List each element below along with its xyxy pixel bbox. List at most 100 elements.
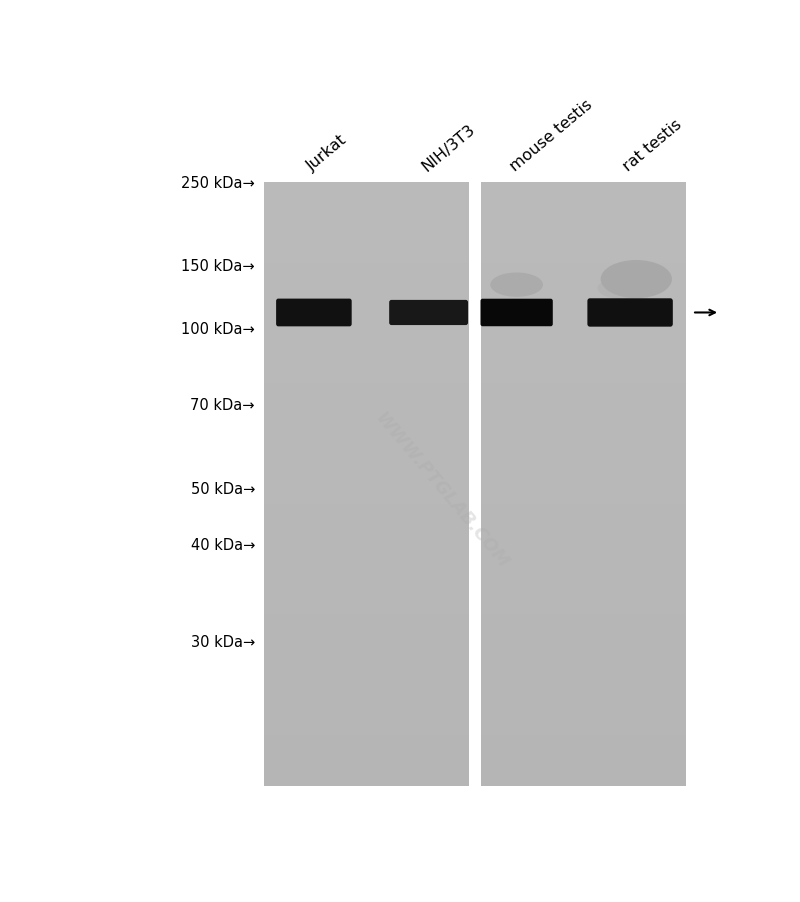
Bar xyxy=(264,474,469,485)
Bar xyxy=(264,294,469,304)
Bar xyxy=(264,705,469,716)
Ellipse shape xyxy=(490,273,543,298)
Bar xyxy=(482,384,686,395)
Bar xyxy=(482,465,686,475)
Bar xyxy=(482,304,686,315)
Bar xyxy=(482,414,686,425)
Bar xyxy=(482,474,686,485)
Bar xyxy=(482,444,686,455)
Text: rat testis: rat testis xyxy=(621,117,685,174)
Bar xyxy=(264,344,469,354)
Bar xyxy=(482,404,686,415)
Bar xyxy=(264,745,469,756)
FancyBboxPatch shape xyxy=(389,300,468,326)
Bar xyxy=(482,183,686,786)
Bar xyxy=(482,364,686,374)
Bar xyxy=(482,294,686,304)
Bar xyxy=(482,695,686,706)
Text: 150 kDa→: 150 kDa→ xyxy=(182,259,255,274)
Bar xyxy=(264,414,469,425)
FancyBboxPatch shape xyxy=(587,299,673,327)
Bar xyxy=(264,645,469,656)
Bar xyxy=(482,455,686,465)
Bar xyxy=(482,545,686,556)
Bar xyxy=(482,193,686,204)
Bar xyxy=(482,715,686,726)
Bar xyxy=(482,424,686,435)
Text: 70 kDa→: 70 kDa→ xyxy=(190,398,255,413)
Bar xyxy=(264,334,469,345)
Bar xyxy=(264,444,469,455)
Bar xyxy=(264,193,469,204)
Bar xyxy=(264,465,469,475)
Ellipse shape xyxy=(598,278,650,300)
Bar xyxy=(482,244,686,254)
Bar xyxy=(264,484,469,495)
Bar xyxy=(264,535,469,545)
Bar xyxy=(482,565,686,575)
Bar xyxy=(264,324,469,335)
Bar xyxy=(264,584,469,595)
Text: mouse testis: mouse testis xyxy=(507,97,595,174)
Bar xyxy=(264,665,469,676)
Bar xyxy=(482,776,686,787)
Bar xyxy=(482,224,686,235)
Bar xyxy=(482,494,686,505)
Bar xyxy=(482,735,686,746)
Text: 100 kDa→: 100 kDa→ xyxy=(182,322,255,336)
Bar xyxy=(264,675,469,686)
Bar xyxy=(264,404,469,415)
Bar xyxy=(264,304,469,315)
Bar xyxy=(482,214,686,224)
Bar xyxy=(264,203,469,214)
Bar xyxy=(264,394,469,405)
Text: 250 kDa→: 250 kDa→ xyxy=(182,176,255,190)
Text: 40 kDa→: 40 kDa→ xyxy=(190,537,255,552)
Bar xyxy=(264,635,469,646)
Bar xyxy=(264,424,469,435)
Text: 30 kDa→: 30 kDa→ xyxy=(190,634,255,649)
Bar xyxy=(264,364,469,374)
Bar xyxy=(482,324,686,335)
Bar xyxy=(264,244,469,254)
Bar xyxy=(482,484,686,495)
Bar xyxy=(482,635,686,646)
Bar xyxy=(482,334,686,345)
Bar xyxy=(264,354,469,364)
Bar xyxy=(482,504,686,515)
Bar xyxy=(482,374,686,384)
Bar xyxy=(264,765,469,776)
Bar xyxy=(482,615,686,625)
Bar xyxy=(264,735,469,746)
Bar xyxy=(482,755,686,766)
Bar xyxy=(482,604,686,615)
Bar xyxy=(264,755,469,766)
Text: 50 kDa→: 50 kDa→ xyxy=(190,482,255,496)
Bar xyxy=(482,514,686,525)
Bar xyxy=(482,394,686,405)
Bar xyxy=(482,675,686,686)
Text: WWW.PTGLAB.COM: WWW.PTGLAB.COM xyxy=(370,409,511,572)
Bar xyxy=(264,545,469,556)
Bar xyxy=(264,555,469,566)
Bar xyxy=(482,354,686,364)
Bar xyxy=(482,434,686,445)
Bar xyxy=(264,273,469,284)
FancyBboxPatch shape xyxy=(276,299,352,327)
Bar xyxy=(264,434,469,445)
Bar xyxy=(264,655,469,666)
Bar xyxy=(482,645,686,656)
Bar xyxy=(264,183,469,786)
Bar xyxy=(482,655,686,666)
Bar xyxy=(482,685,686,695)
Bar xyxy=(264,234,469,244)
Bar xyxy=(482,253,686,264)
Bar xyxy=(264,514,469,525)
Bar xyxy=(482,234,686,244)
Bar xyxy=(482,203,686,214)
Bar xyxy=(264,183,469,194)
Bar xyxy=(264,725,469,736)
Bar xyxy=(264,504,469,515)
Bar xyxy=(264,565,469,575)
Bar xyxy=(482,283,686,294)
